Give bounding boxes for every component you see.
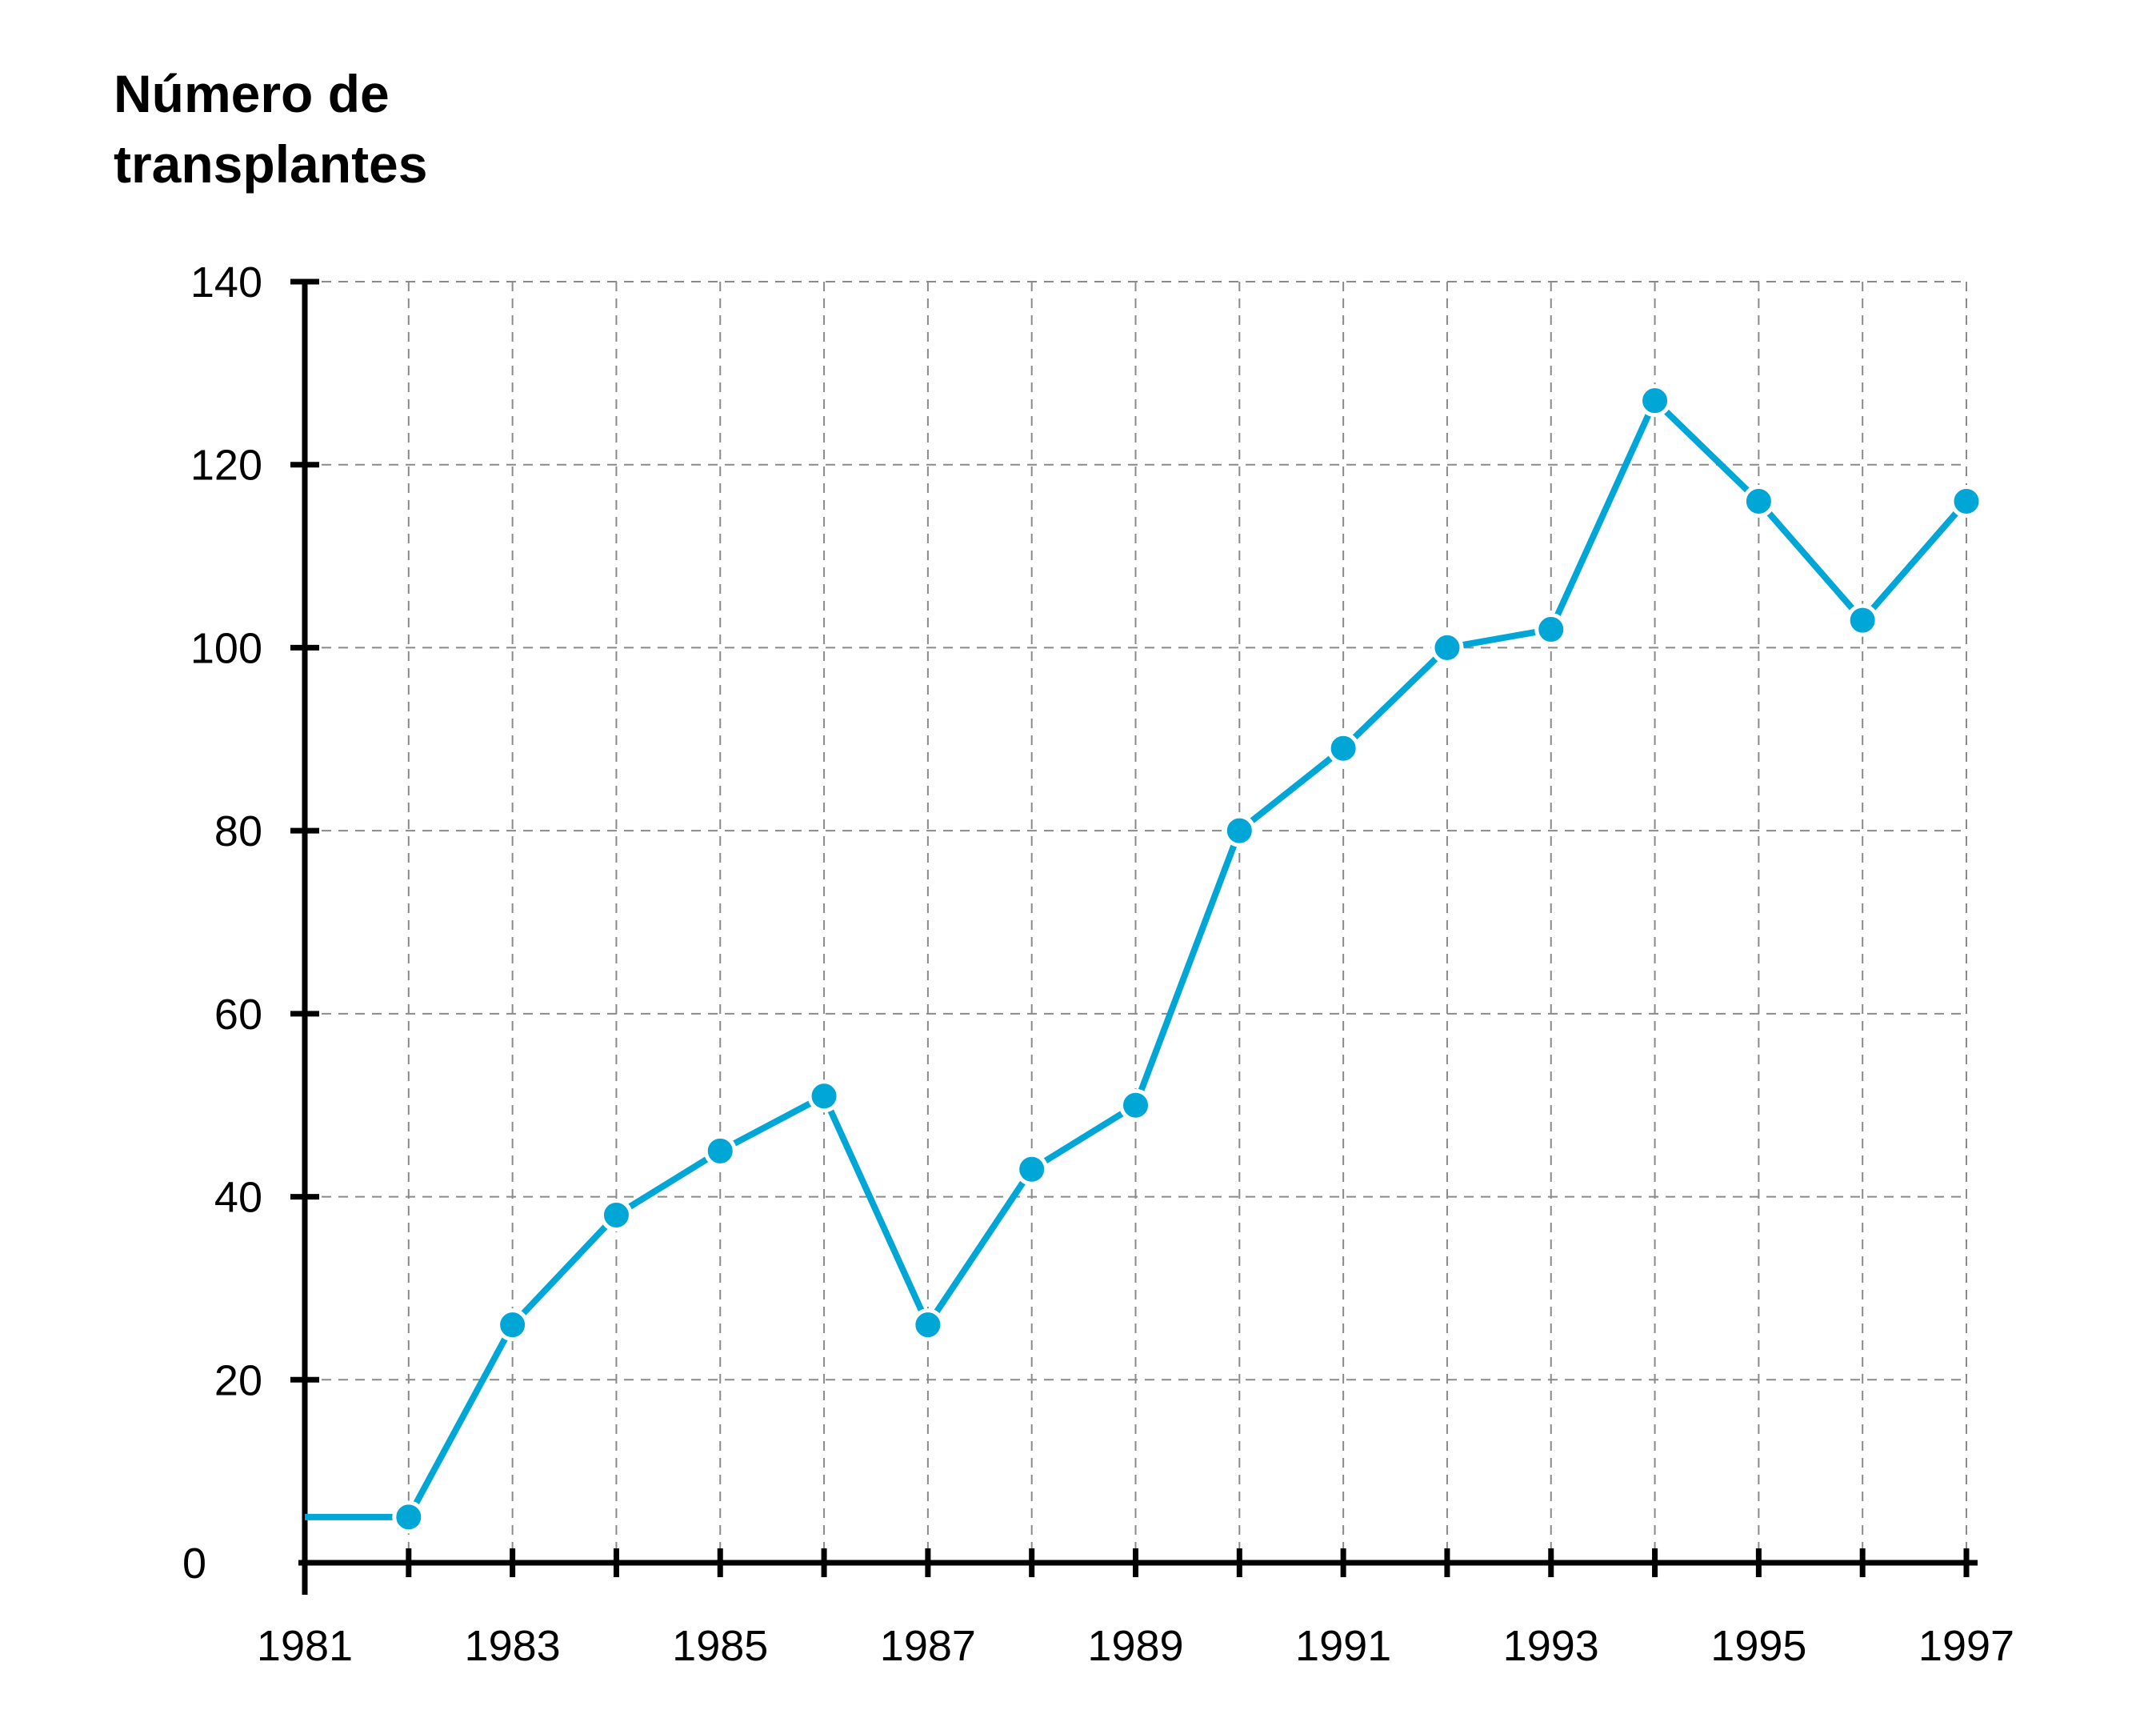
data-point-1987 [911,1308,945,1342]
data-point-1994 [1638,384,1672,418]
data-point-1988 [1015,1152,1049,1186]
y-tick-label-80: 80 [214,807,262,855]
x-tick-label-1997: 1997 [1918,1622,2014,1670]
data-point-1997 [1950,484,1983,518]
y-tick-label-0: 0 [182,1540,206,1588]
data-point-1983 [496,1308,530,1342]
grid [305,281,1967,1563]
x-tick-label-1981: 1981 [257,1622,353,1670]
series [305,384,1983,1534]
data-point-1984 [599,1198,633,1231]
x-tick-label-1993: 1993 [1503,1622,1599,1670]
data-point-1986 [807,1079,841,1113]
x-tick-label-1987: 1987 [880,1622,976,1670]
data-point-1991 [1326,731,1360,765]
y-axis-label-line-1: Número de [114,64,390,123]
y-tick-label-140: 140 [190,258,262,306]
data-point-1993 [1534,613,1568,647]
x-tick-label-1995: 1995 [1710,1622,1806,1670]
x-tick-label-1983: 1983 [465,1622,561,1670]
axes [290,278,1978,1595]
data-point-1990 [1222,814,1256,847]
tick-labels: 0 20 40 60 80 100 120 140 1981 1983 1985 1987 1989 19… [182,258,2014,1670]
data-point-1992 [1430,631,1464,664]
y-tick-label-40: 40 [214,1174,262,1222]
y-tick-label-20: 20 [214,1356,262,1404]
data-point-1982 [392,1500,426,1534]
data-point-1995 [1742,484,1775,518]
y-tick-label-120: 120 [190,442,262,490]
y-tick-label-60: 60 [214,991,262,1039]
x-tick-label-1991: 1991 [1295,1622,1391,1670]
y-tick-label-100: 100 [190,624,262,672]
data-point-1989 [1119,1088,1152,1122]
x-tick-label-1985: 1985 [672,1622,768,1670]
data-point-1985 [703,1134,737,1167]
x-tick-label-1989: 1989 [1087,1622,1183,1670]
data-point-1996 [1846,603,1879,637]
y-axis-label-line-2: transplantes [114,134,427,194]
